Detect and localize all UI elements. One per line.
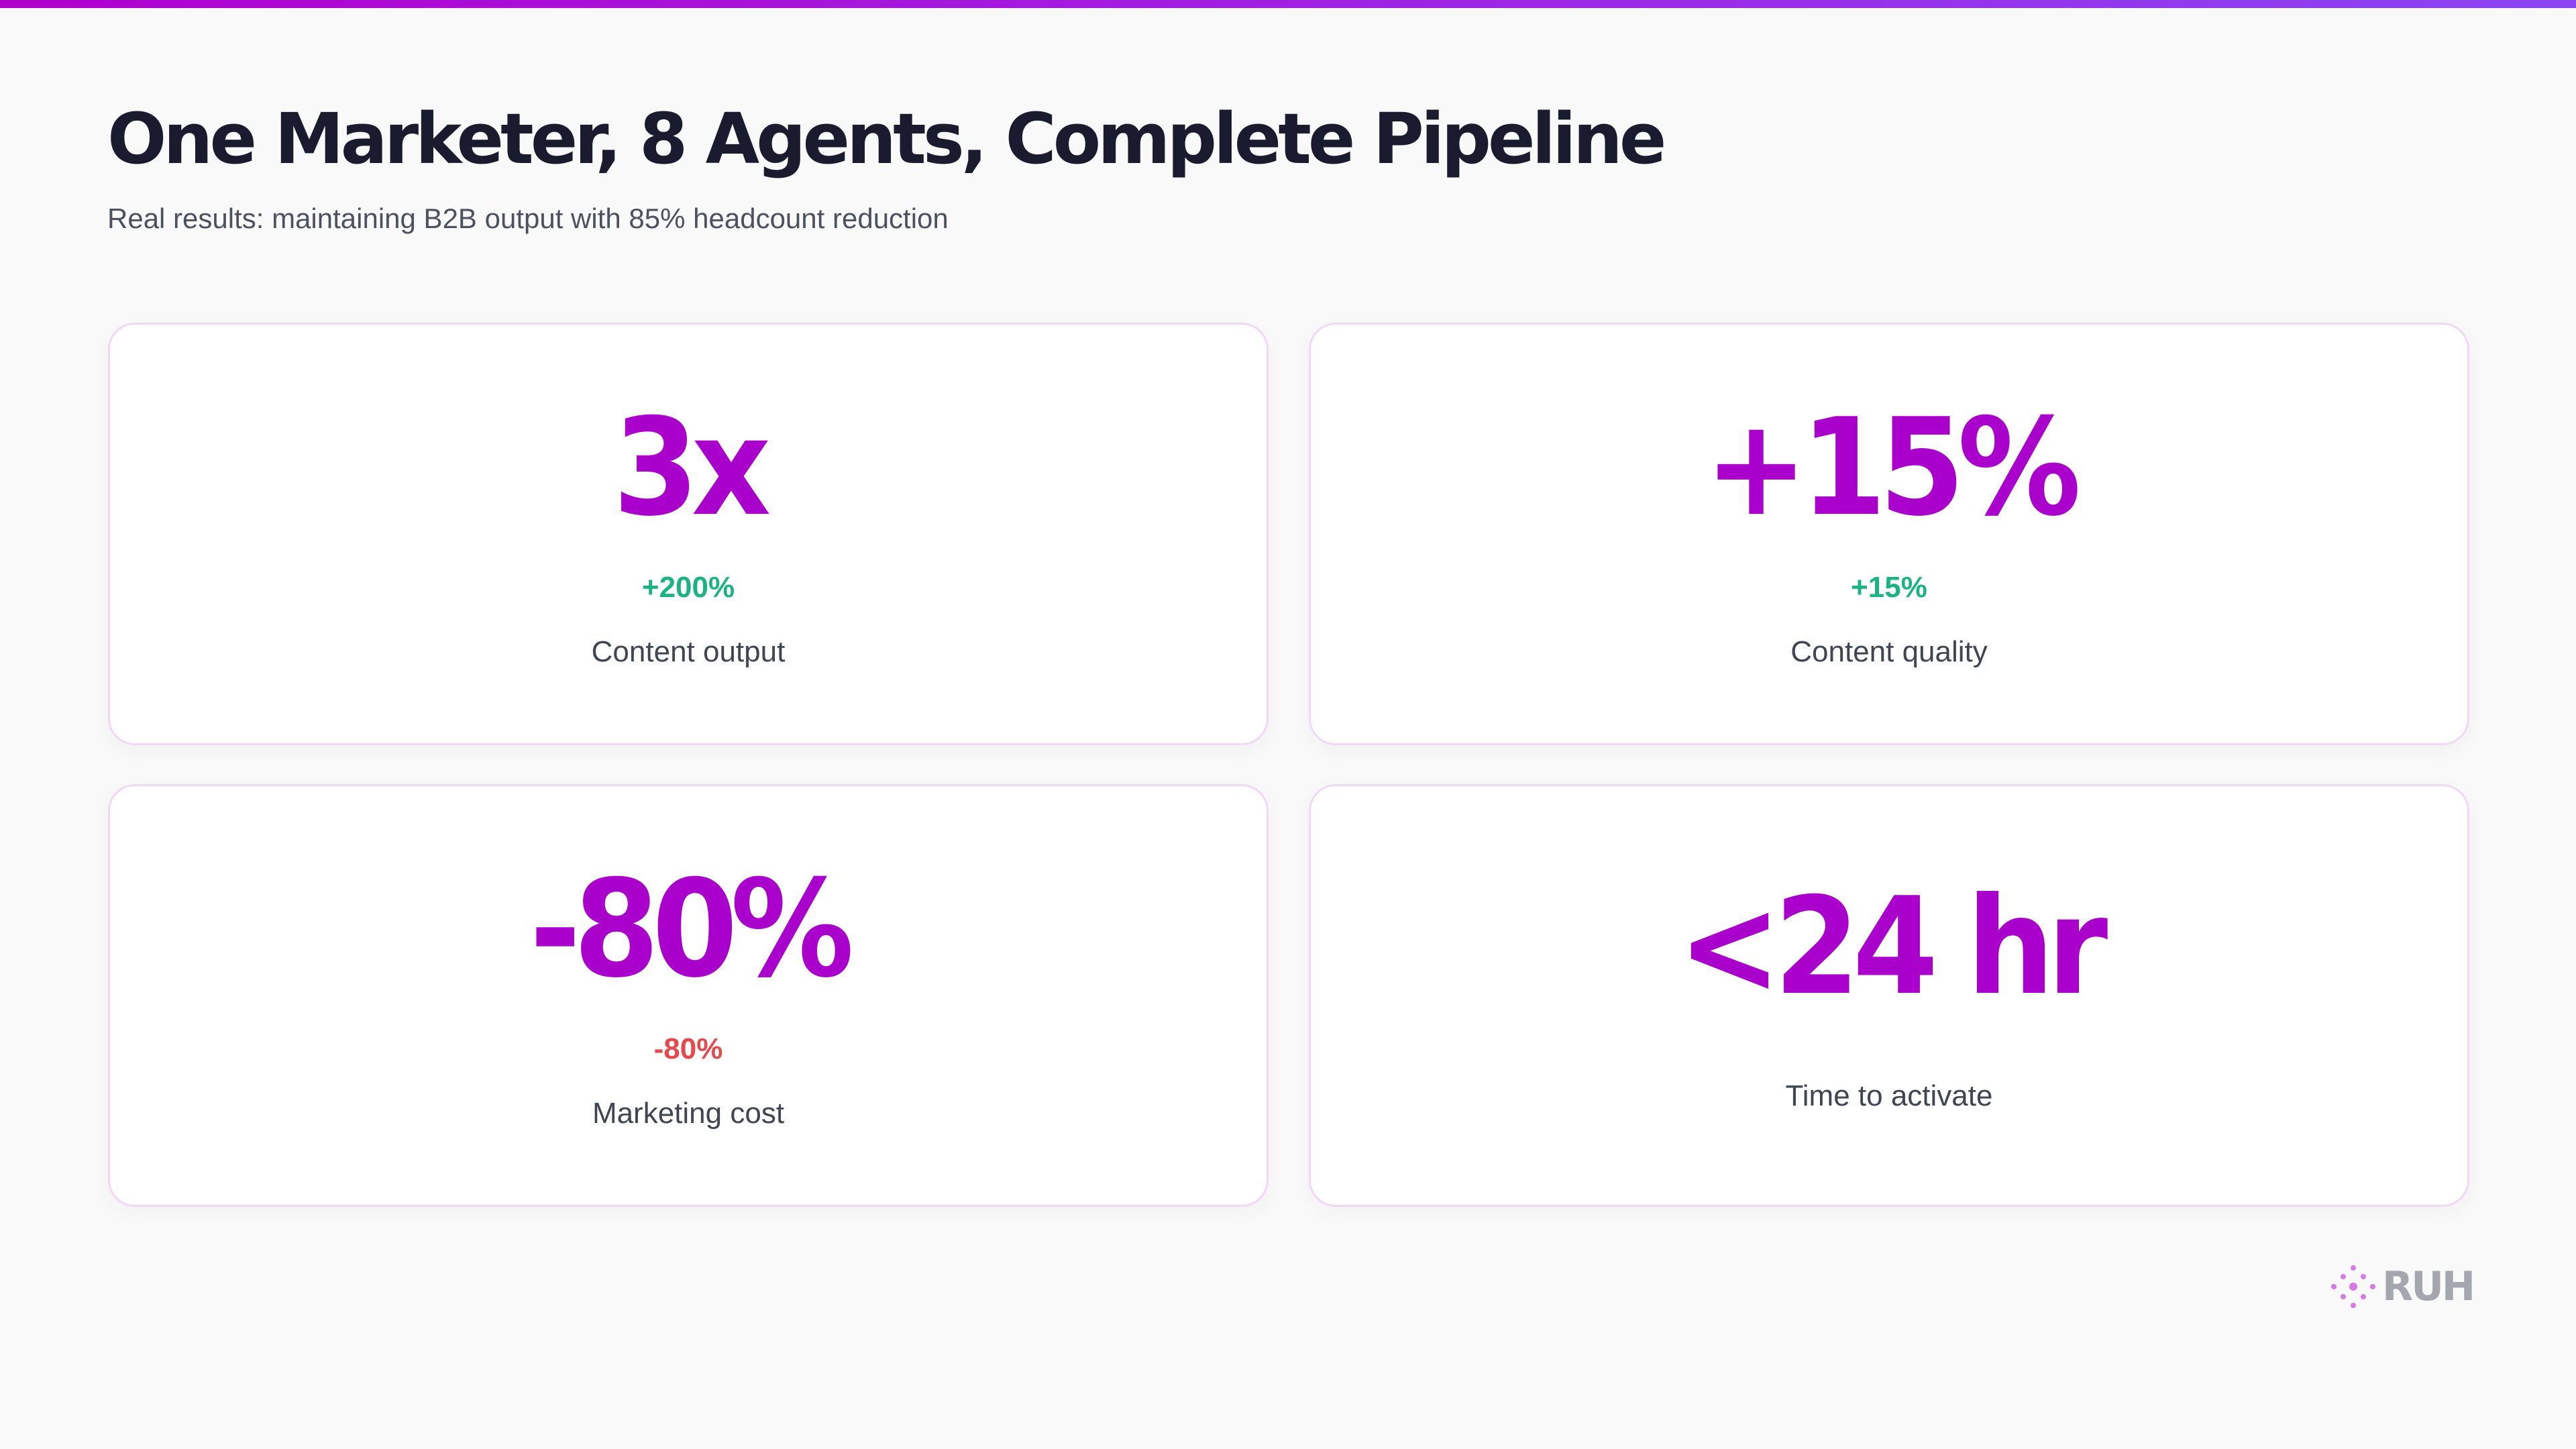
metrics-grid: 3x +200% Content output +15% +15% Conten… bbox=[108, 323, 2469, 1207]
metric-card-time-to-activate: <24 hr Time to activate bbox=[1309, 784, 2469, 1207]
metric-card-content-output: 3x +200% Content output bbox=[108, 323, 1269, 745]
top-accent-bar bbox=[0, 0, 2576, 8]
metric-label: Marketing cost bbox=[592, 1097, 785, 1130]
page-title: One Marketer, 8 Agents, Complete Pipelin… bbox=[107, 98, 1666, 180]
metric-label: Content output bbox=[591, 635, 786, 668]
metric-value: 3x bbox=[612, 390, 771, 546]
dot-constellation-icon bbox=[2331, 1265, 2375, 1308]
metric-card-content-quality: +15% +15% Content quality bbox=[1309, 323, 2469, 745]
metric-change: +15% bbox=[1851, 571, 1927, 604]
metric-value: -80% bbox=[529, 851, 855, 1008]
metric-card-marketing-cost: -80% -80% Marketing cost bbox=[108, 784, 1269, 1207]
metric-value: <24 hr bbox=[1678, 869, 2108, 1025]
brand-logo: RUH bbox=[2331, 1263, 2475, 1310]
metric-label: Content quality bbox=[1790, 635, 1988, 668]
page-subtitle: Real results: maintaining B2B output wit… bbox=[107, 203, 949, 234]
metric-change: -80% bbox=[653, 1032, 723, 1065]
metric-value: +15% bbox=[1704, 390, 2081, 546]
brand-name: RUH bbox=[2382, 1263, 2475, 1310]
metric-change: +200% bbox=[641, 571, 735, 604]
metric-label: Time to activate bbox=[1785, 1079, 1993, 1112]
